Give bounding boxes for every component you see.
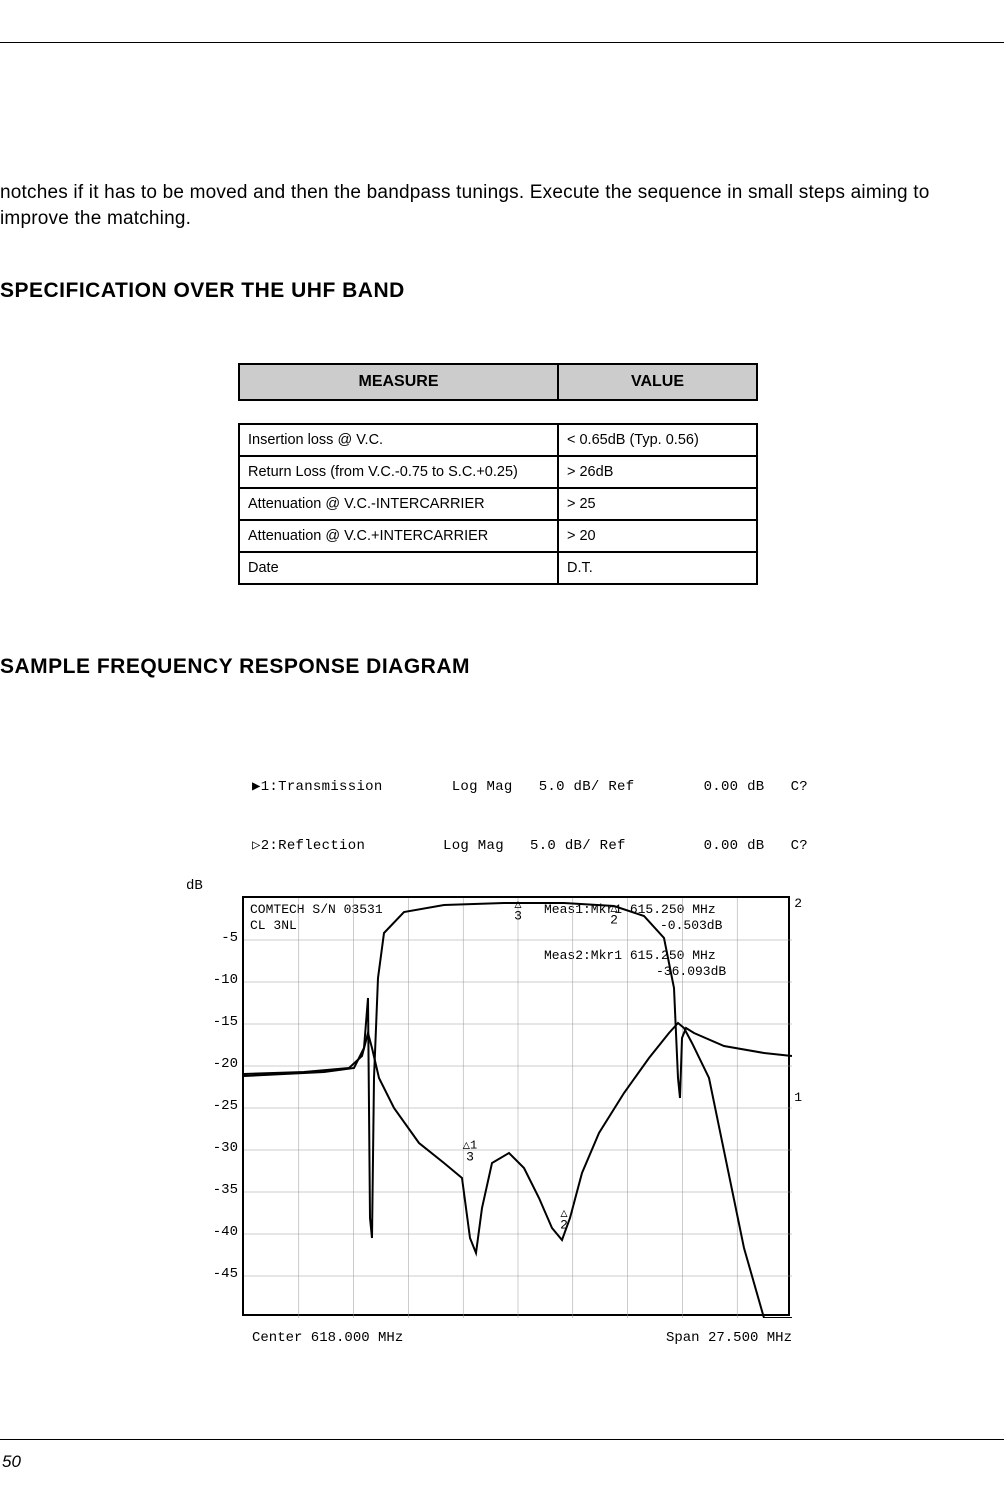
y-tick-label: -40 (198, 1224, 238, 1240)
footer-span: Span 27.500 MHz (666, 1330, 792, 1346)
trace2-right: 0.00 dB C? (704, 837, 808, 857)
page-number: 50 (2, 1452, 21, 1472)
chart-container: ▶1:Transmission Log Mag 5.0 dB/ Ref 0.00… (0, 739, 996, 1346)
spec-table: MEASURE VALUE Insertion loss @ V.C.< 0.6… (238, 363, 758, 585)
chart-marker: △13 (463, 1141, 477, 1163)
y-tick-label: -30 (198, 1140, 238, 1156)
trace2-label: ▷2:Reflection (252, 837, 365, 857)
chart-marker: △2 (610, 904, 618, 926)
col-value: VALUE (558, 363, 758, 401)
footer-center-freq: Center 618.000 MHz (252, 1330, 403, 1346)
measure-cell: Date (238, 552, 558, 585)
trace1-right: 0.00 dB C? (704, 778, 808, 798)
trace2-mid: Log Mag 5.0 dB/ Ref (443, 837, 626, 857)
trace1-side-label: 1 (794, 1090, 802, 1105)
measure-cell: Attenuation @ V.C.+INTERCARRIER (238, 520, 558, 552)
trace1-label: ▶1:Transmission (252, 778, 383, 798)
spec-header-row: MEASURE VALUE (238, 363, 758, 401)
chart-marker: △2 (560, 1209, 568, 1231)
value-cell: > 25 (558, 488, 758, 520)
y-axis: -5-10-15-20-25-30-35-40-45 (202, 896, 242, 1316)
chart-traces (244, 898, 792, 1318)
plot-area: COMTECH S/N 03531 CL 3NL Meas1:Mkr1 615.… (242, 896, 790, 1316)
trace1-mid: Log Mag 5.0 dB/ Ref (452, 778, 635, 798)
y-tick-label: -10 (198, 972, 238, 988)
col-measure: MEASURE (238, 363, 558, 401)
spec-section-title: SPECIFICATION OVER THE UHF BAND (0, 279, 996, 303)
value-cell: D.T. (558, 552, 758, 585)
chart-header-row-1: ▶1:Transmission Log Mag 5.0 dB/ Ref 0.00… (252, 778, 808, 798)
value-cell: < 0.65dB (Typ. 0.56) (558, 423, 758, 456)
y-tick-label: -25 (198, 1098, 238, 1114)
y-tick-label: -5 (198, 930, 238, 946)
chart-header: ▶1:Transmission Log Mag 5.0 dB/ Ref 0.00… (252, 739, 808, 896)
intro-paragraph: notches if it has to be moved and then t… (0, 180, 996, 231)
measure-cell: Attenuation @ V.C.-INTERCARRIER (238, 488, 558, 520)
trace2-side-label: 2 (794, 896, 802, 911)
y-tick-label: -45 (198, 1266, 238, 1282)
page-content: notches if it has to be moved and then t… (0, 180, 1004, 1346)
chart-marker: △3 (514, 900, 522, 922)
table-row: Attenuation @ V.C.-INTERCARRIER> 25 (238, 488, 758, 520)
diagram-section-title: SAMPLE FREQUENCY RESPONSE DIAGRAM (0, 655, 996, 679)
table-row: Insertion loss @ V.C.< 0.65dB (Typ. 0.56… (238, 423, 758, 456)
value-cell: > 26dB (558, 456, 758, 488)
measure-cell: Return Loss (from V.C.-0.75 to S.C.+0.25… (238, 456, 558, 488)
table-gap-row (238, 401, 758, 423)
y-tick-label: -20 (198, 1056, 238, 1072)
page-top-rule (0, 42, 1004, 43)
y-axis-unit-label: dB (186, 878, 203, 894)
value-cell: > 20 (558, 520, 758, 552)
table-row: DateD.T. (238, 552, 758, 585)
measure-cell: Insertion loss @ V.C. (238, 423, 558, 456)
chart-footer: Center 618.000 MHz Span 27.500 MHz (252, 1330, 792, 1346)
y-tick-label: -15 (198, 1014, 238, 1030)
table-row: Return Loss (from V.C.-0.75 to S.C.+0.25… (238, 456, 758, 488)
page-bottom-rule (0, 1439, 1004, 1440)
table-row: Attenuation @ V.C.+INTERCARRIER> 20 (238, 520, 758, 552)
chart-header-row-2: ▷2:Reflection Log Mag 5.0 dB/ Ref 0.00 d… (252, 837, 808, 857)
frequency-response-chart: ▶1:Transmission Log Mag 5.0 dB/ Ref 0.00… (188, 739, 808, 1346)
y-tick-label: -35 (198, 1182, 238, 1198)
spec-table-container: MEASURE VALUE Insertion loss @ V.C.< 0.6… (0, 363, 996, 585)
